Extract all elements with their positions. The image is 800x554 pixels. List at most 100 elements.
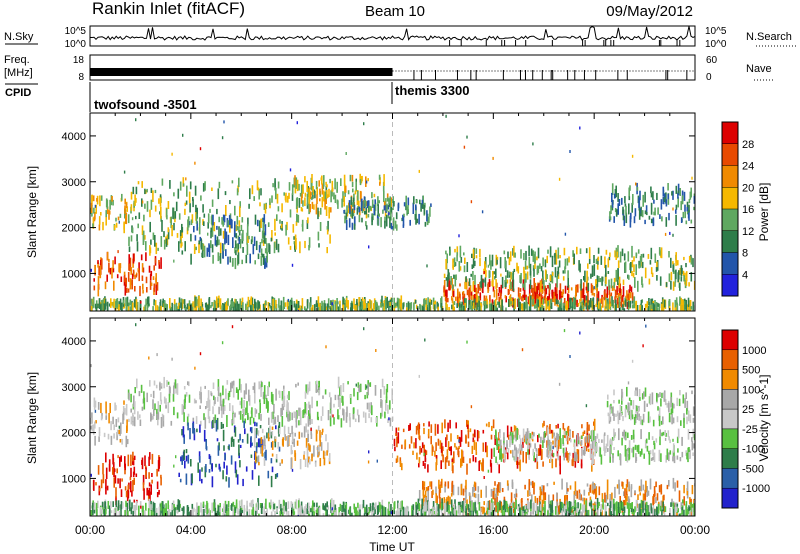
echo-cell: [473, 429, 476, 438]
echo-cell: [603, 290, 606, 300]
echo-cell: [232, 380, 235, 386]
echo-cell: [188, 381, 190, 387]
echo-cell: [548, 292, 551, 303]
echo-cell: [646, 445, 649, 452]
echo-cell: [435, 493, 437, 503]
echo-cell: [423, 486, 426, 491]
echo-cell: [544, 286, 546, 298]
echo-cell: [283, 425, 286, 436]
echo-cell: [227, 234, 230, 245]
echo-cell: [617, 506, 620, 514]
echo-cell: [601, 276, 603, 286]
echo-cell: [218, 463, 221, 470]
echo-cell: [447, 441, 450, 451]
echo-cell: [591, 508, 593, 516]
echo-cell: [226, 465, 228, 475]
echo-cell: [621, 501, 624, 509]
echo-cell: [339, 397, 341, 410]
echo-cell: [216, 417, 219, 430]
echo-cell: [260, 413, 262, 421]
echo-cell: [164, 300, 166, 311]
echo-cell: [494, 276, 496, 280]
echo-cell: [184, 460, 186, 469]
echo-cell: [364, 384, 367, 390]
echo-cell: [306, 445, 309, 456]
echo-cell: [528, 434, 530, 442]
echo-cell: [450, 446, 452, 456]
echo-cell: [153, 265, 155, 271]
echo-cell: [105, 210, 107, 218]
echo-cell: [198, 296, 200, 308]
echo-cell: [536, 294, 539, 298]
echo-cell: [478, 460, 480, 471]
echo-cell: [119, 213, 122, 218]
echo-cell: [475, 442, 477, 452]
echo-cell: [421, 199, 424, 209]
echo-cell: [281, 391, 284, 401]
echo-cell: [254, 392, 256, 404]
echo-cell: [365, 225, 368, 230]
echo-cell: [686, 416, 688, 425]
echo-cell: [693, 443, 695, 449]
echo-cell: [274, 419, 276, 425]
echo-cell: [623, 491, 625, 497]
echo-cell: [105, 216, 107, 226]
echo-cell: [542, 488, 545, 500]
echo-cell: [207, 222, 209, 229]
echo-speck: [532, 142, 534, 146]
echo-cell: [239, 401, 242, 406]
echo-cell: [515, 488, 518, 494]
echo-cell: [319, 303, 321, 311]
echo-cell: [445, 290, 447, 296]
echo-cell: [531, 511, 533, 515]
echo-cell: [371, 506, 373, 516]
echo-cell: [444, 483, 446, 493]
echo-cell: [429, 481, 431, 487]
echo-cell: [154, 300, 157, 311]
echo-cell: [668, 251, 670, 258]
echo-cell: [198, 451, 201, 461]
echo-cell: [530, 248, 533, 256]
echo-cell: [437, 438, 440, 446]
echo-cell: [178, 297, 181, 308]
echo-cell: [100, 303, 102, 311]
nsearch-label: N.Search: [746, 31, 792, 43]
echo-cell: [270, 431, 273, 439]
echo-cell: [479, 292, 482, 301]
echo-cell: [138, 505, 140, 516]
echo-cell: [438, 504, 440, 516]
echo-cell: [265, 449, 267, 461]
echo-cell: [517, 287, 520, 297]
echo-cell: [493, 511, 496, 516]
echo-cell: [152, 510, 154, 516]
echo-cell: [685, 299, 687, 311]
echo-cell: [215, 463, 217, 468]
echo-cell: [470, 291, 473, 301]
echo-cell: [462, 511, 464, 516]
echo-cell: [331, 189, 333, 197]
echo-cell: [250, 427, 253, 434]
echo-cell: [297, 500, 300, 509]
echo-cell: [504, 280, 506, 288]
echo-cell: [446, 278, 449, 287]
echo-cell: [317, 451, 319, 456]
echo-cell: [115, 217, 117, 222]
echo-cell: [546, 301, 548, 310]
echo-cell: [104, 281, 107, 290]
echo-cell: [232, 438, 235, 447]
echo-cell: [182, 177, 185, 187]
echo-cell: [326, 450, 328, 456]
echo-cell: [611, 439, 613, 446]
echo-cell: [574, 297, 576, 310]
echo-speck: [118, 220, 120, 224]
echo-cell: [285, 192, 287, 203]
echo-cell: [316, 194, 318, 204]
echo-cell: [435, 442, 437, 452]
echo-cell: [639, 190, 641, 201]
echo-cell: [152, 232, 155, 240]
echo-cell: [237, 439, 240, 443]
echo-cell: [532, 448, 535, 456]
echo-cell: [490, 434, 493, 440]
echo-cell: [684, 272, 686, 285]
echo-cell: [209, 510, 211, 516]
